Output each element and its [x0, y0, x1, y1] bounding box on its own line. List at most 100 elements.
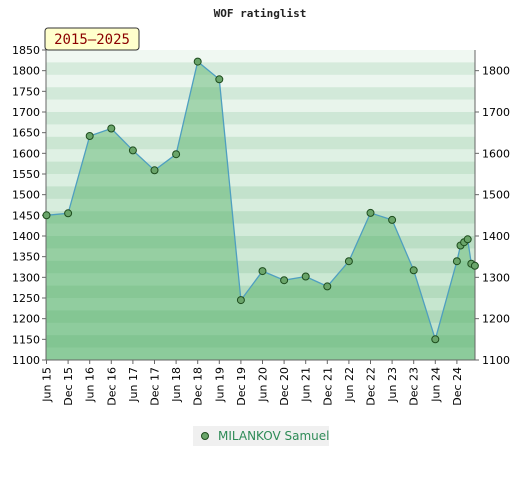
y-tick-label-left: 1300 — [12, 271, 40, 284]
data-point — [64, 209, 73, 218]
background-band — [46, 298, 475, 311]
data-point — [128, 146, 137, 155]
background-band — [46, 74, 475, 88]
y-tick-label-left: 1350 — [12, 251, 40, 264]
data-point — [301, 272, 310, 281]
axes — [45, 50, 476, 361]
background-band — [46, 149, 475, 162]
y-tick-label-left: 1650 — [12, 127, 40, 140]
y-tick-label-right: 1200 — [482, 313, 510, 326]
x-tick-label: Dec 17 — [149, 367, 162, 406]
data-point — [409, 266, 418, 275]
y-axis-right: 1100 1200 1300 1400 1500 1600 1700 1800 — [475, 65, 510, 367]
y-tick-label-left: 1100 — [12, 354, 40, 367]
data-point — [431, 335, 440, 344]
period-badge: 2015–2025 — [44, 27, 140, 51]
legend[interactable]: MILANKOV Samuel — [193, 426, 330, 446]
background-band — [46, 112, 475, 125]
data-point — [172, 150, 181, 159]
background-band — [46, 347, 475, 361]
x-tick-label: Jun 21 — [300, 367, 313, 403]
y-tick-label-left: 1250 — [12, 292, 40, 305]
data-point — [470, 261, 479, 270]
background-band — [46, 248, 475, 262]
data-point — [452, 257, 461, 266]
x-tick-label: Jun 23 — [386, 367, 399, 403]
x-tick-label: Dec 20 — [278, 367, 291, 406]
x-tick-label: Dec 15 — [62, 367, 75, 406]
x-tick-label: Jun 24 — [429, 367, 442, 403]
background-band — [46, 335, 475, 348]
x-tick-label: Dec 23 — [408, 367, 421, 406]
data-point — [258, 267, 267, 276]
data-point — [193, 57, 202, 66]
data-point — [236, 296, 245, 305]
y-tick-label-left: 1850 — [12, 44, 40, 57]
background-band — [46, 236, 475, 249]
y-tick-label-right: 1100 — [482, 354, 510, 367]
period-badge-text: 2015–2025 — [54, 32, 130, 48]
background-band — [46, 50, 475, 63]
x-tick-label: Jun 22 — [343, 367, 356, 403]
y-axis-left: 1100 1150 1200 1250 1300 1350 1400 1450 1500 1550… — [12, 44, 46, 367]
y-tick-label-left: 1450 — [12, 209, 40, 222]
background-band — [46, 310, 475, 324]
x-tick-label: Dec 18 — [192, 367, 205, 406]
x-tick-label: Dec 19 — [235, 367, 248, 406]
y-tick-label-right: 1800 — [482, 65, 510, 78]
x-tick-label: Dec 16 — [105, 367, 118, 406]
data-point — [388, 215, 397, 224]
data-points — [42, 57, 479, 344]
x-tick-label: Jun 18 — [170, 367, 183, 403]
legend-box — [193, 426, 329, 446]
x-tick-label: Jun 15 — [41, 367, 54, 403]
x-axis: Jun 15 Dec 15 Jun 16 Dec 16 Jun 17 Dec 17 Jun … — [41, 360, 464, 406]
x-tick-label: Jun 16 — [84, 367, 97, 403]
y-tick-label-left: 1800 — [12, 65, 40, 78]
background-band — [46, 260, 475, 274]
y-tick-label-left: 1700 — [12, 106, 40, 119]
y-tick-label-right: 1300 — [482, 271, 510, 284]
x-tick-label: Jun 20 — [257, 367, 270, 403]
data-point — [42, 211, 51, 220]
y-tick-label-right: 1700 — [482, 106, 510, 119]
y-tick-label-left: 1500 — [12, 189, 40, 202]
x-tick-label: Dec 24 — [451, 367, 464, 406]
y-tick-label-left: 1600 — [12, 147, 40, 160]
background-bands — [46, 50, 475, 361]
y-tick-label-right: 1500 — [482, 189, 510, 202]
rating-area-fill — [46, 61, 475, 360]
y-tick-label-right: 1600 — [482, 147, 510, 160]
background-band — [46, 99, 475, 113]
background-band — [46, 174, 475, 187]
data-point — [323, 282, 332, 291]
y-tick-label-left: 1750 — [12, 85, 40, 98]
data-point — [366, 208, 375, 217]
y-tick-label-left: 1400 — [12, 230, 40, 243]
y-tick-label-left: 1150 — [12, 333, 40, 346]
data-point — [150, 166, 159, 175]
background-band — [46, 136, 475, 150]
background-band — [46, 124, 475, 138]
background-band — [46, 198, 475, 212]
background-band — [46, 62, 475, 76]
background-band — [46, 285, 475, 299]
period-badge-box — [44, 27, 140, 51]
background-band — [46, 87, 475, 100]
data-point — [215, 75, 224, 84]
data-point — [107, 124, 116, 133]
legend-marker — [201, 432, 209, 440]
background-band — [46, 223, 475, 237]
chart-title: WOF ratinglist — [214, 7, 307, 20]
legend-label: MILANKOV Samuel — [218, 429, 330, 443]
data-point — [85, 132, 94, 140]
x-tick-label: Jun 17 — [127, 367, 140, 403]
x-tick-label: Dec 22 — [365, 367, 378, 406]
x-tick-label: Jun 19 — [213, 367, 226, 403]
y-tick-label-left: 1200 — [12, 313, 40, 326]
background-band — [46, 186, 475, 200]
background-band — [46, 322, 475, 336]
y-tick-label-right: 1400 — [482, 230, 510, 243]
